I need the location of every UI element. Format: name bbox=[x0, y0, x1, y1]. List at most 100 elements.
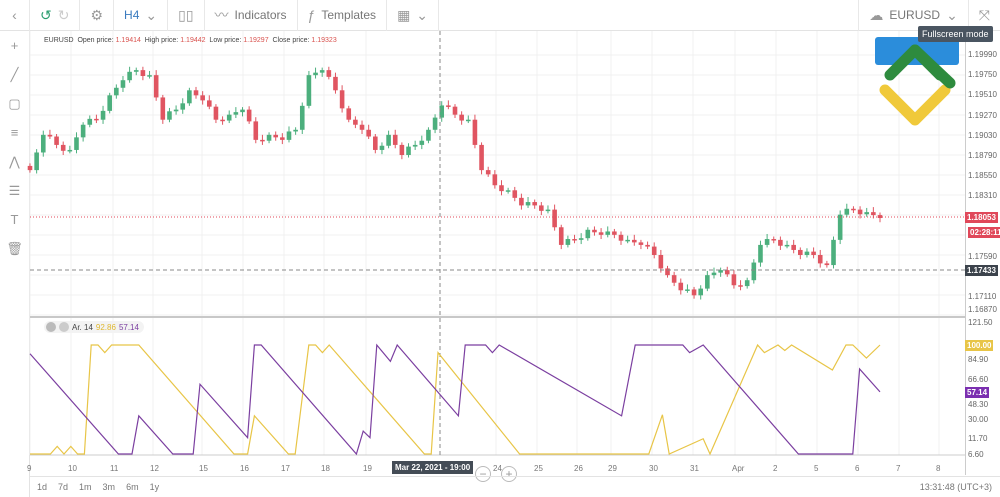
calendar-button[interactable]: ▦ ⌄ bbox=[387, 0, 440, 31]
candle bbox=[824, 263, 830, 266]
candle bbox=[678, 282, 684, 291]
back-button[interactable]: ‹ bbox=[0, 0, 30, 31]
aroon-tick: 48.30 bbox=[968, 400, 989, 409]
date-tick: 18 bbox=[321, 464, 330, 473]
line-tool[interactable]: ╱ bbox=[0, 60, 29, 89]
aroon-tick: 121.50 bbox=[968, 318, 993, 327]
candle bbox=[764, 239, 770, 245]
candle bbox=[459, 114, 464, 121]
candle bbox=[711, 272, 717, 276]
fullscreen-button[interactable]: ⤧ bbox=[969, 0, 1000, 31]
chevron-down-icon: ⌄ bbox=[416, 6, 429, 23]
candle bbox=[724, 270, 730, 275]
candle bbox=[578, 238, 584, 240]
crosshair-tool[interactable]: + bbox=[0, 31, 29, 60]
candle bbox=[127, 71, 132, 81]
high-value: 1.19442 bbox=[180, 37, 206, 44]
candle bbox=[200, 95, 205, 101]
candle bbox=[552, 209, 557, 228]
ohlc-legend: EURUSD Open price: 1.19414 High price: 1… bbox=[44, 37, 337, 44]
chart-type-button[interactable]: ▯▯ bbox=[168, 0, 205, 31]
candle bbox=[114, 87, 119, 96]
range-1d[interactable]: 1d bbox=[37, 482, 48, 492]
aroon-label: Ar. 14 bbox=[72, 322, 93, 332]
candle bbox=[705, 275, 710, 289]
candle bbox=[592, 229, 597, 233]
candle bbox=[392, 134, 398, 145]
chevron-left-icon: ‹ bbox=[12, 7, 17, 23]
pattern-tool[interactable]: ⋀ bbox=[0, 147, 29, 176]
price-tick: 1.19270 bbox=[968, 110, 997, 120]
rectangle-tool[interactable]: ▢ bbox=[0, 89, 29, 118]
date-tick: 17 bbox=[281, 464, 290, 473]
bottom-bar: 1d 7d 1m 3m 6m 1y 13:31:48 (UTC+3) bbox=[30, 476, 1000, 497]
pattern-icon: ⋀ bbox=[9, 153, 20, 169]
candle bbox=[299, 105, 305, 130]
candle bbox=[153, 75, 159, 98]
clock: 13:31:48 (UTC+3) bbox=[919, 482, 992, 492]
candle bbox=[140, 70, 146, 77]
candle bbox=[147, 75, 152, 77]
chevron-down-icon: ⌄ bbox=[946, 6, 958, 23]
date-tick: 11 bbox=[110, 464, 119, 473]
price-tick: 1.18310 bbox=[968, 191, 997, 201]
price-axis[interactable] bbox=[965, 31, 1000, 475]
date-tick: 10 bbox=[68, 464, 77, 473]
text-tool[interactable]: T bbox=[0, 205, 29, 234]
candle bbox=[80, 124, 86, 138]
indicators-icon: 〰 bbox=[214, 7, 229, 23]
channel-tool[interactable]: ≡ bbox=[0, 118, 29, 147]
candle bbox=[260, 139, 265, 142]
candle bbox=[240, 109, 245, 113]
candle bbox=[313, 72, 318, 76]
zoom-in-button[interactable]: + bbox=[501, 466, 517, 482]
range-3m[interactable]: 3m bbox=[102, 482, 116, 492]
crosshair-icon: + bbox=[10, 38, 19, 53]
date-tick: 6 bbox=[855, 464, 860, 473]
symbol-select[interactable]: ☁ EURUSD ⌄ bbox=[858, 0, 969, 31]
fib-tool[interactable]: ☰ bbox=[0, 176, 29, 205]
undo-redo: ↺ ↻ bbox=[30, 0, 81, 31]
range-1m[interactable]: 1m bbox=[79, 482, 92, 492]
candle bbox=[791, 244, 796, 250]
candle bbox=[698, 288, 704, 296]
templates-button[interactable]: ƒ Templates bbox=[298, 0, 388, 31]
undo-icon[interactable]: ↺ bbox=[40, 6, 52, 23]
candle bbox=[439, 105, 445, 118]
delete-tool[interactable]: 🗑 bbox=[0, 234, 29, 263]
indicators-button[interactable]: 〰 Indicators bbox=[205, 0, 298, 31]
price-tick: 1.17590 bbox=[968, 251, 997, 261]
candle bbox=[485, 170, 491, 175]
symbol-value: EURUSD bbox=[889, 8, 941, 22]
range-7d[interactable]: 7d bbox=[58, 482, 69, 492]
candle bbox=[246, 109, 252, 122]
candle bbox=[319, 70, 325, 73]
date-tick: 8 bbox=[936, 464, 941, 473]
cloud-icon: ☁ bbox=[869, 6, 884, 23]
current-price-tag: 1.18053 bbox=[965, 212, 998, 223]
candle bbox=[426, 129, 431, 141]
zoom-out-button[interactable]: − bbox=[475, 466, 491, 482]
gear-icon[interactable] bbox=[59, 322, 69, 332]
candle bbox=[751, 262, 757, 281]
candle bbox=[871, 212, 876, 216]
candle bbox=[758, 244, 763, 263]
close-indicator-icon[interactable] bbox=[46, 322, 56, 332]
candle bbox=[446, 105, 451, 107]
range-1y[interactable]: 1y bbox=[149, 482, 160, 492]
redo-icon[interactable]: ↻ bbox=[57, 6, 70, 23]
candle bbox=[452, 106, 458, 115]
candle bbox=[685, 289, 690, 291]
candle bbox=[173, 109, 179, 112]
timeframe-select[interactable]: H4 ⌄ bbox=[114, 0, 169, 31]
candle bbox=[326, 70, 332, 77]
range-6m[interactable]: 6m bbox=[126, 482, 139, 492]
countdown-tag: 02:28:11 bbox=[968, 227, 1000, 238]
candle bbox=[837, 214, 843, 240]
chevron-down-icon: ⌄ bbox=[145, 6, 158, 23]
aroon-tick: 66.60 bbox=[968, 375, 989, 384]
settings-button[interactable]: ⚙ bbox=[80, 0, 115, 31]
candle bbox=[771, 239, 777, 241]
templates-label: Templates bbox=[321, 8, 377, 22]
